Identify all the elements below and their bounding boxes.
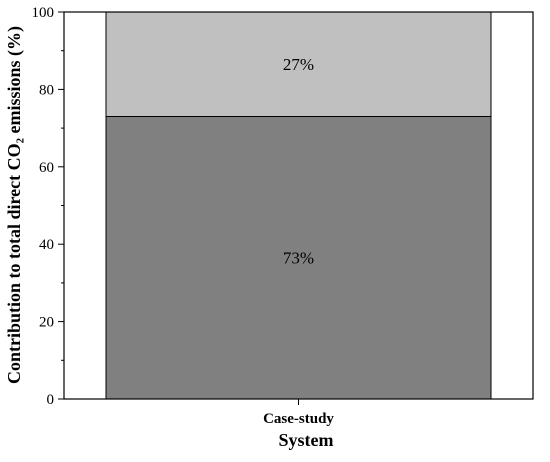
data-label-2: 27% xyxy=(283,55,314,74)
x-axis-title: System xyxy=(279,430,334,450)
axis-layer xyxy=(58,11,299,405)
y-tick-label: 40 xyxy=(39,237,54,253)
y-tick-label: 100 xyxy=(32,5,55,21)
y-tick-label: 60 xyxy=(39,160,54,176)
y-axis-title: Contribution to total direct CO₂ emissio… xyxy=(4,26,25,384)
bar-segment-1 xyxy=(105,115,492,400)
bars-layer xyxy=(105,11,492,400)
data-label-1: 73% xyxy=(283,249,314,268)
y-tick-label: 80 xyxy=(39,82,54,98)
labels-layer: 73% 27% Case-study 0 20 40 60 80 100 xyxy=(32,5,335,427)
bar-segment-2 xyxy=(105,11,492,117)
x-tick-label: Case-study xyxy=(263,411,334,427)
y-tick-label: 20 xyxy=(39,315,54,331)
y-tick-label: 0 xyxy=(47,392,55,408)
